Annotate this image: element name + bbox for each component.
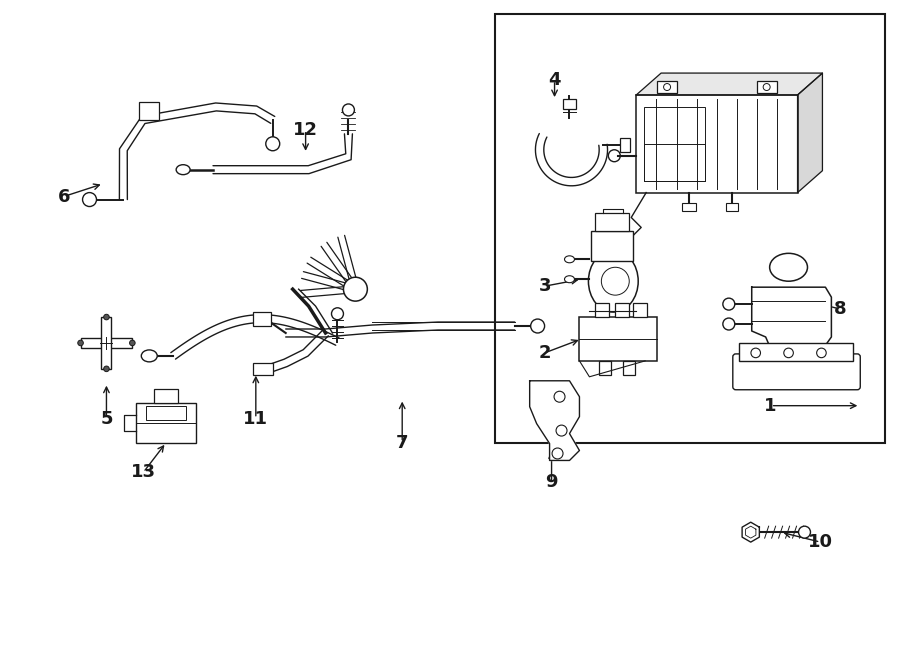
Bar xyxy=(616,303,629,317)
Bar xyxy=(495,15,886,442)
Bar xyxy=(147,406,186,420)
Circle shape xyxy=(266,137,280,151)
Bar xyxy=(253,312,271,326)
Circle shape xyxy=(723,298,734,310)
Bar xyxy=(591,231,634,261)
Circle shape xyxy=(723,318,734,330)
Circle shape xyxy=(331,308,344,320)
Bar xyxy=(102,317,112,369)
Circle shape xyxy=(784,348,794,358)
Ellipse shape xyxy=(176,165,190,175)
Circle shape xyxy=(608,150,620,162)
Circle shape xyxy=(601,267,629,295)
Circle shape xyxy=(344,277,367,301)
Bar xyxy=(562,99,577,109)
Circle shape xyxy=(552,448,563,459)
Ellipse shape xyxy=(589,251,638,312)
Text: 12: 12 xyxy=(293,121,318,139)
Bar xyxy=(682,202,696,210)
Polygon shape xyxy=(797,73,823,192)
Polygon shape xyxy=(742,522,760,542)
Bar xyxy=(599,361,611,375)
Circle shape xyxy=(663,83,670,91)
Text: 5: 5 xyxy=(100,410,112,428)
Bar xyxy=(636,95,797,192)
Circle shape xyxy=(130,340,135,346)
Bar xyxy=(757,81,777,93)
Bar xyxy=(644,107,706,180)
Ellipse shape xyxy=(564,256,574,263)
Text: 3: 3 xyxy=(538,277,551,295)
Text: 8: 8 xyxy=(834,300,847,318)
Ellipse shape xyxy=(564,276,574,283)
Polygon shape xyxy=(530,381,580,461)
Text: 11: 11 xyxy=(243,410,268,428)
Text: 9: 9 xyxy=(545,473,558,491)
Circle shape xyxy=(798,526,811,538)
Text: 7: 7 xyxy=(396,434,409,451)
Bar xyxy=(725,202,738,210)
Bar xyxy=(596,303,609,317)
Circle shape xyxy=(554,391,565,402)
Ellipse shape xyxy=(770,253,807,281)
Bar xyxy=(634,303,647,317)
Text: 6: 6 xyxy=(58,188,70,206)
Text: 1: 1 xyxy=(764,397,777,414)
Bar xyxy=(154,389,178,403)
Polygon shape xyxy=(752,287,832,351)
Text: 13: 13 xyxy=(130,463,156,481)
Bar xyxy=(657,81,677,93)
Bar xyxy=(739,343,853,361)
Circle shape xyxy=(751,348,760,358)
Bar xyxy=(596,214,629,231)
Text: 10: 10 xyxy=(808,533,833,551)
Polygon shape xyxy=(636,73,823,95)
Bar xyxy=(624,361,635,375)
Circle shape xyxy=(77,340,84,346)
Bar xyxy=(620,137,630,152)
Bar xyxy=(644,144,706,180)
Bar xyxy=(140,102,159,120)
Circle shape xyxy=(816,348,826,358)
Circle shape xyxy=(531,319,544,333)
Circle shape xyxy=(556,425,567,436)
Text: 4: 4 xyxy=(548,71,561,89)
Text: 2: 2 xyxy=(538,344,551,362)
Circle shape xyxy=(83,192,96,206)
Bar xyxy=(136,403,196,442)
Circle shape xyxy=(104,366,109,371)
Circle shape xyxy=(763,83,770,91)
Circle shape xyxy=(104,314,109,320)
Ellipse shape xyxy=(141,350,158,362)
Circle shape xyxy=(343,104,355,116)
Bar xyxy=(580,317,657,361)
FancyBboxPatch shape xyxy=(733,354,860,390)
Bar xyxy=(81,338,132,348)
Bar xyxy=(253,363,273,375)
